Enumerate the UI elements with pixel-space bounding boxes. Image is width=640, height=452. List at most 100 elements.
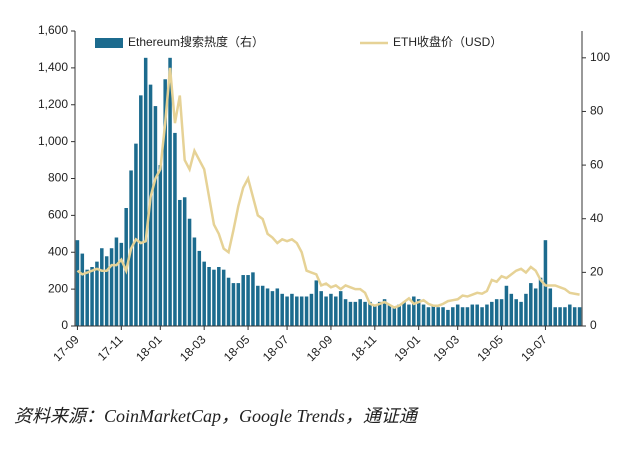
- bar: [338, 291, 343, 326]
- bar: [182, 197, 187, 326]
- bar: [363, 301, 367, 326]
- y-tick-label: 800: [48, 171, 68, 185]
- bar: [139, 95, 143, 326]
- y-tick-label: 1,400: [38, 60, 68, 74]
- x-tick-label: 18-11: [348, 332, 379, 363]
- bar: [334, 296, 338, 326]
- bar: [309, 293, 314, 326]
- y-tick-label: 0: [61, 318, 68, 332]
- bar: [377, 301, 382, 326]
- y2-tick-label: 100: [590, 50, 610, 64]
- bar: [441, 307, 445, 326]
- bar: [533, 288, 538, 326]
- bar: [538, 277, 543, 326]
- x-tick-label: 17-11: [95, 332, 126, 363]
- bar: [304, 296, 309, 326]
- bar: [416, 299, 421, 326]
- bar: [153, 106, 158, 326]
- bar: [285, 296, 289, 326]
- legend-label: ETH收盘价（USD）: [393, 34, 502, 49]
- bar: [382, 299, 387, 326]
- bar: [265, 288, 270, 326]
- bar: [353, 301, 358, 326]
- bar: [324, 296, 328, 326]
- bar: [158, 165, 163, 326]
- bar: [104, 256, 109, 326]
- bar: [368, 301, 372, 326]
- bar: [90, 267, 94, 326]
- bar: [85, 269, 89, 326]
- bar: [475, 304, 479, 326]
- legend-swatch: [95, 38, 123, 48]
- x-tick-label: 19-01: [391, 332, 423, 364]
- bar: [217, 267, 221, 326]
- y2-tick-label: 60: [590, 157, 604, 171]
- bar: [387, 304, 392, 326]
- bar: [480, 307, 484, 326]
- bar: [446, 309, 450, 326]
- bar: [119, 242, 124, 326]
- bar: [485, 304, 489, 326]
- bar: [407, 304, 411, 326]
- x-tick-label: 19-05: [474, 332, 506, 364]
- bar: [455, 304, 460, 326]
- bar: [426, 307, 431, 326]
- bar: [431, 304, 436, 326]
- bar: [451, 307, 455, 326]
- bar: [314, 280, 319, 326]
- bar: [529, 283, 533, 326]
- x-tick-label: 19-07: [518, 332, 550, 364]
- bar: [236, 283, 241, 326]
- legend-label: Ethereum搜索热度（右）: [128, 34, 264, 49]
- bar: [412, 296, 416, 326]
- bar: [548, 288, 553, 326]
- bar: [192, 237, 197, 326]
- bar: [319, 291, 323, 326]
- bar: [392, 307, 397, 326]
- bar: [197, 250, 202, 326]
- y-tick-label: 1,600: [38, 23, 68, 37]
- bar: [524, 293, 528, 326]
- bar: [509, 293, 514, 326]
- bar: [173, 132, 177, 326]
- bar: [187, 218, 192, 326]
- bar: [543, 240, 548, 326]
- bar: [397, 304, 401, 326]
- x-tick-label: 18-05: [221, 332, 253, 364]
- bar: [270, 291, 275, 326]
- x-tick-label: 18-01: [133, 332, 165, 364]
- bar: [519, 301, 523, 326]
- bar: [256, 285, 260, 326]
- bar: [221, 269, 226, 326]
- y2-tick-label: 0: [590, 318, 597, 332]
- bar: [499, 299, 504, 326]
- bar: [226, 277, 231, 326]
- bar: [465, 307, 470, 326]
- bar: [114, 237, 119, 326]
- x-tick-label: 18-09: [304, 332, 336, 364]
- bar: [343, 299, 348, 326]
- bar: [109, 248, 114, 326]
- bar: [329, 293, 333, 326]
- bar: [251, 272, 255, 326]
- bar: [280, 293, 284, 326]
- bar: [260, 285, 265, 326]
- y2-tick-label: 40: [590, 211, 604, 225]
- y-tick-label: 400: [48, 244, 68, 258]
- bar: [75, 240, 80, 326]
- bar: [246, 275, 250, 326]
- bar: [348, 301, 353, 326]
- bar: [299, 296, 304, 326]
- bar: [207, 267, 211, 326]
- bar: [202, 261, 206, 326]
- price-line: [76, 67, 580, 309]
- y2-tick-label: 20: [590, 265, 604, 279]
- bar: [241, 275, 245, 326]
- bar: [577, 307, 582, 326]
- bar: [572, 307, 577, 326]
- bar: [358, 299, 362, 326]
- bar: [212, 269, 216, 326]
- y-tick-label: 1,000: [38, 134, 68, 148]
- bar: [402, 301, 406, 326]
